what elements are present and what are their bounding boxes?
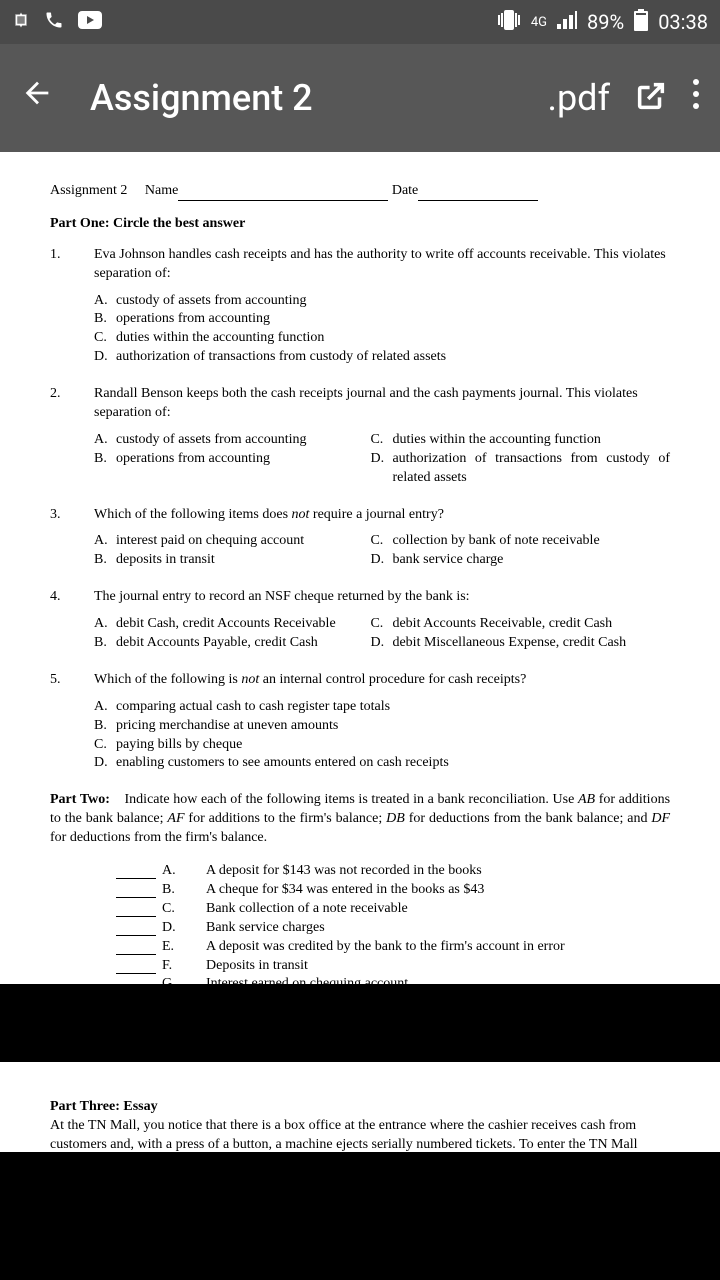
option-text: pricing merchandise at uneven amounts [116,717,338,736]
overflow-menu-icon[interactable] [692,77,700,119]
pdf-page[interactable]: Assignment 2 Name Date Part One: Circle … [0,152,720,1152]
signal-icon [557,10,577,34]
question-5: 5. Which of the following is not an inte… [50,671,670,785]
question-text: Randall Benson keeps both the cash recei… [94,385,670,423]
file-extension: .pdf [547,77,610,119]
essay-text: At the TN Mall, you notice that there is… [50,1117,670,1136]
item-text: A cheque for $34 was entered in the book… [206,881,670,900]
essay-text-cut: customers and, with a press of a button,… [50,1136,670,1152]
option-text: operations from accounting [116,310,270,329]
question-4: 4. The journal entry to record an NSF ch… [50,588,670,665]
option-text: duties within the accounting function [392,431,600,450]
network-type: 4G [531,16,547,29]
option-text: bank service charge [392,551,503,570]
question-text: Which of the following is not an interna… [94,671,670,690]
document-title: Assignment 2 [90,77,547,119]
question-1: 1. Eva Johnson handles cash receipts and… [50,246,670,379]
option-text: paying bills by cheque [116,736,242,755]
question-text: Which of the following items does not re… [94,506,670,525]
question-text: Eva Johnson handles cash receipts and ha… [94,246,670,284]
app-store-icon [12,10,30,34]
question-number: 3. [50,506,94,583]
name-label: Name [145,183,178,198]
option-text: comparing actual cash to cash register t… [116,698,390,717]
assignment-label: Assignment 2 [50,183,127,198]
option-text: operations from accounting [116,450,270,469]
option-text: debit Accounts Receivable, credit Cash [392,615,612,634]
part-one-heading: Part One: Circle the best answer [50,215,670,234]
document-header: Assignment 2 Name Date [50,182,670,201]
option-text: debit Accounts Payable, credit Cash [116,634,318,653]
option-text: interest paid on chequing account [116,532,304,551]
question-number: 2. [50,385,94,499]
option-text: collection by bank of note receivable [392,532,599,551]
item-text: A deposit was credited by the bank to th… [206,938,670,957]
item-text: Bank collection of a note receivable [206,900,670,919]
part-three-section: Part Three: Essay At the TN Mall, you no… [50,1098,670,1152]
option-text: custody of assets from accounting [116,292,307,311]
phone-icon [44,10,64,35]
date-label: Date [392,183,418,198]
open-external-icon[interactable] [634,79,668,117]
question-number: 5. [50,671,94,785]
question-2: 2. Randall Benson keeps both the cash re… [50,385,670,499]
option-text: enabling customers to see amounts entere… [116,754,449,773]
vibrate-icon [497,9,521,36]
option-text: custody of assets from accounting [116,431,307,450]
item-text: Deposits in transit [206,957,670,976]
battery-percent: 89% [587,10,624,34]
option-text: duties within the accounting function [116,329,324,348]
item-text: Bank service charges [206,919,670,938]
option-text: deposits in transit [116,551,215,570]
part-three-heading: Part Three: Essay [50,1099,158,1114]
android-status-bar: 4G 89% 03:38 [0,0,720,44]
clock-time: 03:38 [658,10,708,34]
question-number: 1. [50,246,94,379]
question-text: The journal entry to record an NSF chequ… [94,588,670,607]
back-button[interactable] [20,76,54,120]
battery-icon [634,9,648,36]
option-text: debit Cash, credit Accounts Receivable [116,615,336,634]
option-text: debit Miscellaneous Expense, credit Cash [392,634,626,653]
question-3: 3. Which of the following items does not… [50,506,670,583]
option-text: authorization of transactions from custo… [392,450,670,488]
page-gap [0,984,720,1062]
pdf-viewer-app-bar: Assignment 2 .pdf [0,44,720,152]
option-text: authorization of transactions from custo… [116,348,446,367]
item-text: A deposit for $143 was not recorded in t… [206,862,670,881]
youtube-icon [78,10,102,34]
part-two-heading: Part Two: Indicate how each of the follo… [50,791,670,848]
question-number: 4. [50,588,94,665]
